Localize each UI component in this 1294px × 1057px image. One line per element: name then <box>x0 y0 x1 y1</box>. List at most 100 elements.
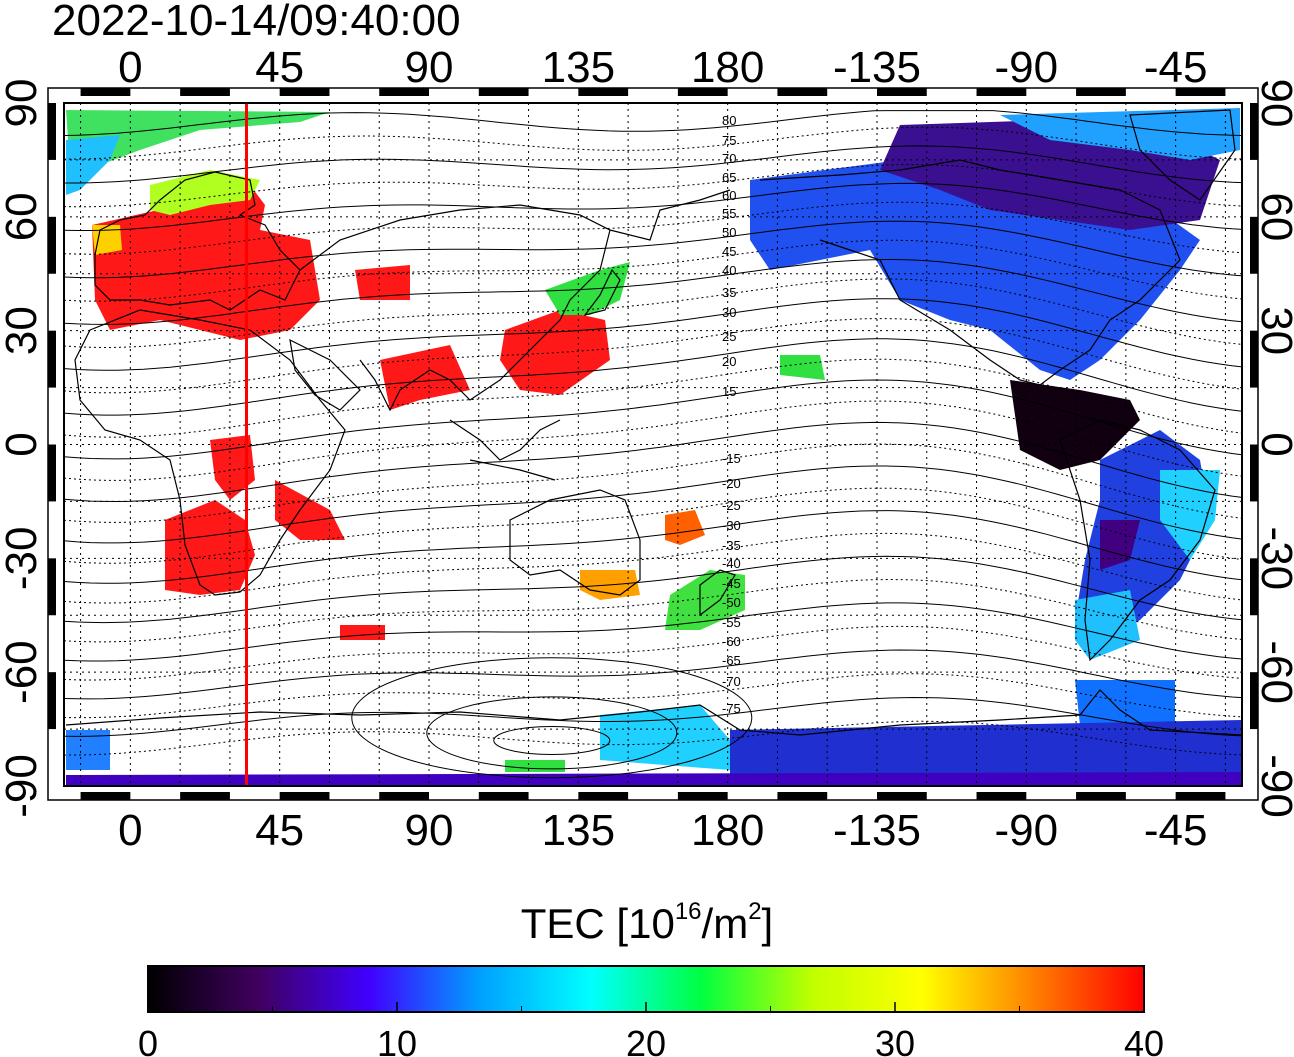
frame-bar-right <box>1250 216 1258 274</box>
frame-bar-left <box>48 444 56 502</box>
lon-tick-label-top: 0 <box>118 43 142 92</box>
lat-tick-label-left: -30 <box>0 527 46 591</box>
lat-tick-label-left: 30 <box>0 306 46 355</box>
geomag-contour <box>64 625 1242 681</box>
coastline-europe <box>94 171 301 311</box>
geomag-contour <box>64 110 1242 136</box>
geomag-label: -60 <box>722 634 741 649</box>
frame-bar-top <box>279 88 330 96</box>
frame-bar-left <box>48 330 56 388</box>
geomag-contour <box>64 400 1242 481</box>
geomag-label: 40 <box>722 263 736 278</box>
colorbar-tick-label: 10 <box>377 1023 417 1057</box>
tec-region-east-asia <box>500 310 610 395</box>
geomag-label: 20 <box>722 354 736 369</box>
tec-region-hawaii <box>780 355 825 380</box>
geomag-label: 80 <box>722 113 736 128</box>
geomag-contour <box>64 318 1242 394</box>
lon-tick-label-top: 180 <box>691 43 764 92</box>
frame-bar-left <box>48 558 56 616</box>
lon-tick-label-bottom: 180 <box>691 806 764 855</box>
geomag-label: 60 <box>722 188 736 203</box>
geomag-label: -55 <box>722 615 741 630</box>
colorbar: 0 10 20 30 40 <box>138 965 1164 1057</box>
lat-tick-label-left: 60 <box>0 192 46 241</box>
tec-region-east-africa <box>275 480 345 540</box>
coastline-australia <box>509 489 641 596</box>
geomag-contour <box>64 298 1242 371</box>
tec-region-antarctic-bottom <box>66 772 1242 786</box>
frame-bar-bottom <box>578 792 629 800</box>
frame-bar-top <box>180 88 230 96</box>
geomag-contour <box>64 649 1242 700</box>
geomag-contour <box>64 465 1242 544</box>
frame-bar-top <box>578 88 629 96</box>
geomag-label: 75 <box>722 133 736 148</box>
frame-bar-top <box>876 88 927 96</box>
timestamp-title: 2022-10-14/09:40:00 <box>52 0 461 45</box>
lat-tick-label-left: -90 <box>0 754 46 818</box>
frame-bar-right <box>1250 558 1258 616</box>
lat-tick-label-right: 60 <box>1252 192 1294 241</box>
lat-tick-label-left: 90 <box>0 79 46 128</box>
geomag-contour <box>64 555 1242 624</box>
colorbar-tick-label: 40 <box>1124 1023 1164 1057</box>
frame-bar-right <box>1250 103 1258 160</box>
geomag-label: -70 <box>722 674 741 689</box>
tec-region-fiji-orange <box>665 510 705 545</box>
lon-tick-label-top: 90 <box>405 43 454 92</box>
tec-region-europe <box>92 180 320 340</box>
tec-region-antarctic-green <box>505 760 565 772</box>
lon-tick-label-bottom: 0 <box>118 806 142 855</box>
geomag-contour <box>64 532 1242 604</box>
tec-region-scandinavia-cyan <box>66 135 120 195</box>
geomag-label: -65 <box>722 653 741 668</box>
colorbar-tick-label: 30 <box>875 1023 915 1057</box>
tec-region-central-asia <box>355 265 410 300</box>
frame-bar-left <box>48 216 56 274</box>
frame-bar-right <box>1250 444 1258 502</box>
geomag-pole-ring <box>426 696 678 770</box>
geomag-label: 30 <box>722 305 736 320</box>
tec-region-s-atlantic <box>340 625 385 640</box>
geomag-label: -30 <box>722 518 741 533</box>
lon-tick-label-top: -45 <box>1144 43 1208 92</box>
geomag-contour <box>64 338 1242 416</box>
frame-bar-top <box>677 88 728 96</box>
frame-bar-top <box>80 88 131 96</box>
frame-bar-left <box>48 103 56 160</box>
geomag-label: -45 <box>722 576 741 591</box>
geomag-label: 35 <box>722 285 736 300</box>
coastline-se-asia <box>449 419 561 481</box>
coastlines <box>65 109 1242 736</box>
geomag-contour <box>64 510 1242 584</box>
lat-tick-label-right: -30 <box>1252 527 1294 591</box>
geomagnetic-labels: 80 75 70 65 60 55 50 45 40 35 30 25 20 15 -15 -20 -25 -30… <box>722 113 741 716</box>
tec-region-brazil-cyan <box>1160 470 1220 560</box>
coastline-africa <box>74 309 346 596</box>
frame-bar-bottom <box>279 792 330 800</box>
lon-tick-label-top: 135 <box>542 43 615 92</box>
lon-tick-label-bottom: 135 <box>542 806 615 855</box>
frame-bars <box>48 88 1258 800</box>
frame-bar-right <box>1250 330 1258 388</box>
geomag-label: 25 <box>722 329 736 344</box>
tec-region-antarctic-left <box>66 730 110 770</box>
geomag-contour <box>64 602 1242 662</box>
frame-bar-bottom <box>80 792 131 800</box>
lon-tick-label-bottom: 45 <box>255 806 304 855</box>
frame-bar-top <box>777 88 828 96</box>
outer-frame <box>47 87 1259 801</box>
frame-bar-top <box>1175 88 1226 96</box>
tec-region-scandinavia-yellow <box>150 170 260 215</box>
geomag-label: 45 <box>722 244 736 259</box>
frame-bar-bottom <box>1076 792 1126 800</box>
geomag-contour <box>64 258 1242 325</box>
geomag-label: -20 <box>722 476 741 491</box>
colorbar-title: TEC [1016/m2] <box>520 898 774 947</box>
lat-tick-label-right: 0 <box>1252 432 1294 456</box>
lon-tick-label-bottom: -135 <box>833 806 921 855</box>
tec-region-antarctic-west <box>730 720 1242 780</box>
colorbar-ticks: 0 10 20 30 40 <box>138 1002 1164 1057</box>
